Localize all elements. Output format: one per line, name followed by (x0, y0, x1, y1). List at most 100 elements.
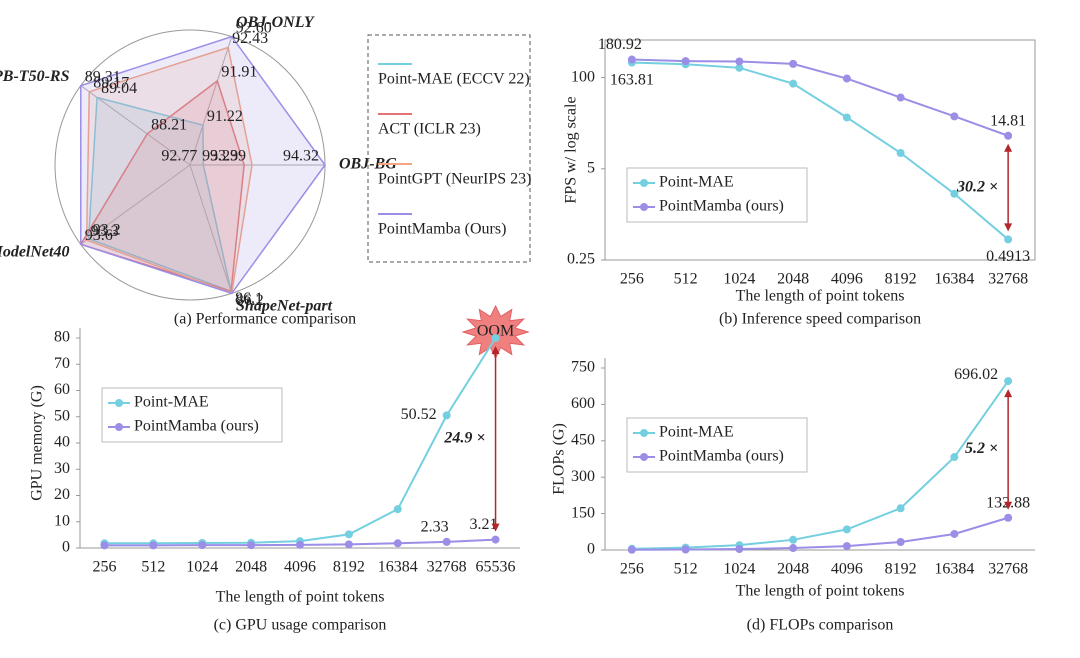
data-point (842, 542, 851, 551)
value-label: 14.81 (990, 112, 1026, 129)
radar-area (80, 35, 326, 295)
value-label: 2.33 (421, 519, 449, 536)
data-point (1004, 513, 1013, 522)
data-point (842, 113, 851, 122)
data-point (681, 57, 690, 66)
y-axis-title: FLOPs (G) (551, 423, 568, 495)
x-tick-label: 32768 (988, 271, 1028, 288)
x-tick-label: 16384 (934, 561, 974, 578)
data-point (442, 411, 451, 420)
data-point (393, 505, 402, 514)
y-tick-label: 30 (54, 460, 70, 477)
data-point (442, 537, 451, 546)
value-label: 88.21 (151, 117, 187, 134)
data-point (789, 535, 798, 544)
x-tick-label: 65536 (476, 559, 516, 576)
y-tick-label: 10 (54, 512, 70, 529)
data-point (789, 79, 798, 88)
data-point (1004, 377, 1013, 386)
legend-label: PointMamba (ours) (659, 198, 784, 215)
radar-area (87, 96, 233, 293)
caption: (b) Inference speed comparison (719, 311, 921, 328)
data-point (896, 504, 905, 513)
caption: (d) FLOPs comparison (747, 617, 894, 634)
x-tick-label: 4096 (284, 559, 316, 576)
x-tick-label: 32768 (988, 561, 1028, 578)
legend-marker (640, 203, 648, 211)
radar-axis-label: ShapeNet-part (236, 297, 333, 314)
data-point (344, 540, 353, 549)
data-point (491, 535, 500, 544)
series-line (631, 516, 1009, 551)
radar-area (85, 46, 253, 295)
data-point (627, 545, 636, 554)
x-axis-title: The length of point tokens (736, 288, 905, 305)
data-point (247, 541, 256, 550)
x-tick-label: 8192 (333, 559, 365, 576)
y-axis-title: GPU memory (G) (29, 385, 46, 501)
radar-axis-label: ModelNet40 (0, 243, 69, 260)
annotation-label: 30.2 × (956, 178, 998, 195)
arrow-head (1004, 143, 1013, 152)
legend-box (101, 387, 283, 443)
legend-label: Point-MAE (659, 424, 734, 441)
legend-label: PointMamba (ours) (659, 448, 784, 465)
data-point (735, 63, 744, 72)
legend-label: Point-MAE (659, 174, 734, 191)
series-line (631, 380, 1009, 550)
radar-axis-label: OBJ-ONLY (236, 14, 315, 31)
y-tick-label: 60 (54, 381, 70, 398)
y-tick-label: 5 (587, 159, 595, 176)
value-label: 92.60 (236, 19, 272, 36)
legend-label: Point-MAE (ECCV 22) (378, 71, 530, 88)
x-tick-label: 8192 (885, 561, 917, 578)
radar-axis-label: OBJ-BG (339, 156, 397, 173)
data-point (344, 530, 353, 539)
data-point (789, 544, 798, 553)
value-label: 89.17 (93, 74, 129, 91)
x-tick-label: 2048 (235, 559, 267, 576)
value-label: 50.52 (401, 406, 437, 423)
radar-axis (189, 164, 233, 294)
data-point (842, 74, 851, 83)
legend-marker (115, 399, 123, 407)
data-point (1004, 235, 1013, 244)
caption: (a) Performance comparison (174, 311, 356, 328)
data-point (950, 529, 959, 538)
data-point (627, 55, 636, 64)
legend-marker (640, 179, 648, 187)
callout-label: OOM (477, 323, 514, 340)
x-tick-label: 256 (92, 559, 116, 576)
value-label: 89.31 (85, 68, 121, 85)
y-tick-label: 450 (571, 431, 595, 448)
legend-label: PointMamba (ours) (134, 418, 259, 435)
value-label: 91.91 (221, 64, 257, 81)
x-tick-label: 512 (674, 561, 698, 578)
legend-label: ACT (ICLR 23) (378, 121, 481, 138)
legend-marker (640, 429, 648, 437)
x-tick-label: 32768 (427, 559, 467, 576)
arrow-head (1004, 501, 1013, 510)
x-tick-label: 2048 (777, 561, 809, 578)
x-axis-title: The length of point tokens (216, 589, 385, 606)
arrow-head (1004, 223, 1013, 232)
y-axis-title: FPS w/ log scale (563, 96, 580, 203)
y-tick-label: 750 (571, 359, 595, 376)
x-tick-label: 8192 (885, 271, 917, 288)
data-point (681, 545, 690, 554)
data-point (735, 57, 744, 66)
value-label: 3.21 (470, 516, 498, 533)
series-line (631, 61, 1009, 241)
data-point (950, 112, 959, 121)
x-tick-label: 1024 (723, 271, 755, 288)
value-label: 89.04 (101, 80, 137, 97)
legend-label: PointGPT (NeurIPS 23) (378, 171, 532, 188)
legend-box (367, 34, 531, 263)
data-point (842, 525, 851, 534)
x-tick-label: 1024 (723, 561, 755, 578)
radar-area (79, 79, 245, 293)
caption: (c) GPU usage comparison (214, 617, 387, 634)
y-tick-label: 20 (54, 486, 70, 503)
value-label: 92.77 (161, 148, 197, 165)
